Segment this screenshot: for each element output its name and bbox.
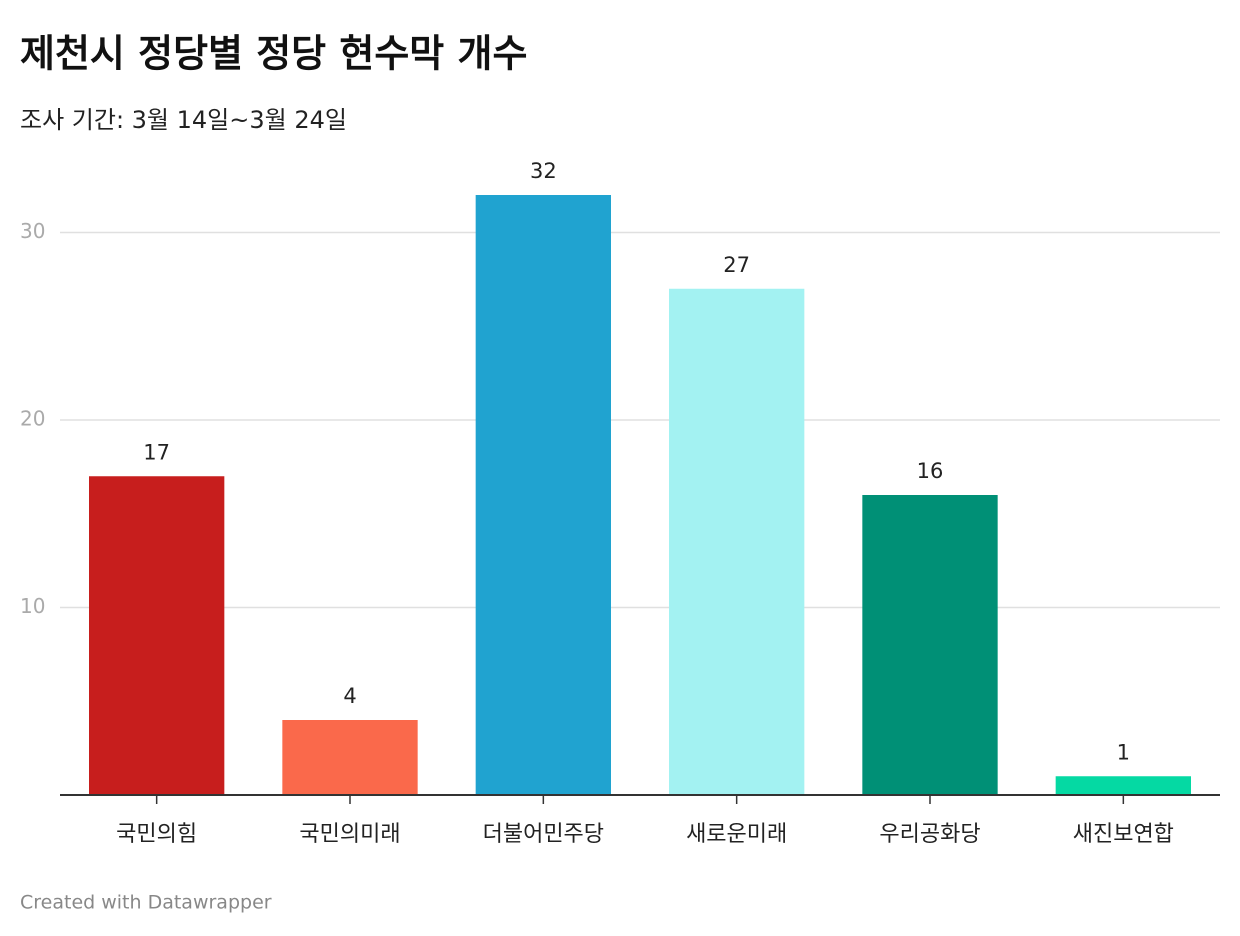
value-label: 4 xyxy=(343,684,356,708)
bar xyxy=(669,288,805,795)
y-tick-label: 10 xyxy=(20,594,45,618)
value-label: 1 xyxy=(1117,740,1130,764)
bar xyxy=(89,476,225,795)
x-tick-label: 국민의미래 xyxy=(299,822,400,847)
y-tick-label: 30 xyxy=(20,219,45,243)
chart-subtitle: 조사 기간: 3월 14일~3월 24일 xyxy=(20,106,347,134)
x-tick-label: 우리공화당 xyxy=(879,822,980,847)
x-tick-label: 국민의힘 xyxy=(116,822,197,847)
value-label: 16 xyxy=(917,459,944,483)
y-tick-label: 20 xyxy=(20,407,45,431)
x-tick-label: 새로운미래 xyxy=(686,822,787,847)
value-label: 17 xyxy=(143,440,170,464)
value-label: 27 xyxy=(723,253,750,277)
x-tick-label: 새진보연합 xyxy=(1073,822,1174,847)
chart-title: 제천시 정당별 정당 현수막 개수 xyxy=(20,32,527,76)
credit: Created with Datawrapper xyxy=(20,892,272,914)
bar xyxy=(475,195,611,795)
bar xyxy=(862,495,998,795)
x-tick-label: 더불어민주당 xyxy=(483,822,604,847)
bar xyxy=(282,720,418,795)
bar xyxy=(1055,776,1191,795)
value-label: 32 xyxy=(530,159,557,183)
